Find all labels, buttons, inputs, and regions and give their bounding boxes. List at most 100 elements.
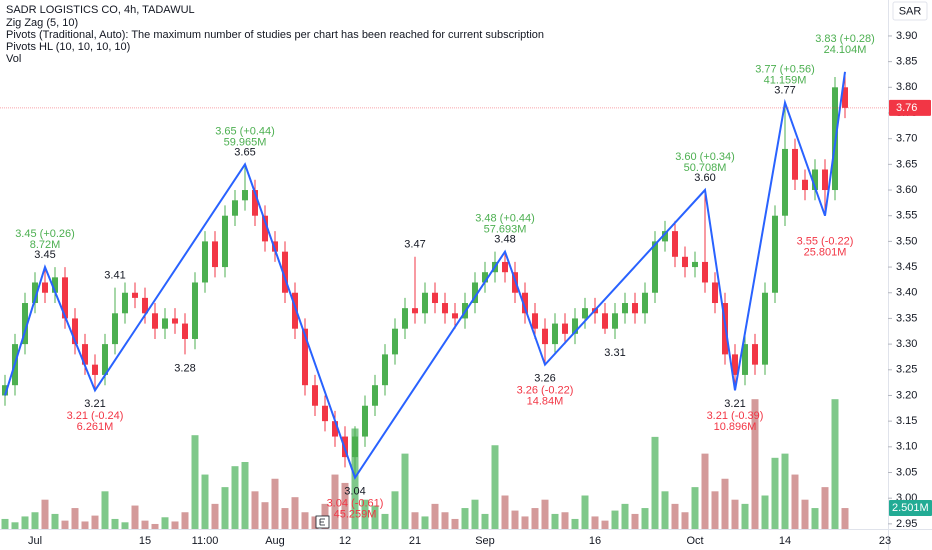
volume-bar — [191, 435, 199, 529]
y-tick-label: 3.25 — [896, 364, 917, 376]
volume-bar — [581, 495, 589, 529]
candle-body — [62, 277, 68, 319]
volume-bar — [241, 462, 249, 529]
volume-bar — [151, 523, 159, 529]
y-tick-label: 3.30 — [896, 338, 917, 350]
candle-body — [52, 277, 58, 293]
candle-body — [692, 261, 698, 268]
volume-bar — [391, 491, 399, 529]
legend: SADR LOGISTICS CO, 4h, TADAWUL Zig Zag (… — [6, 4, 544, 65]
volume-bar — [71, 508, 79, 529]
candle-body — [332, 421, 338, 437]
x-tick-label: 15 — [139, 535, 151, 547]
volume-bar — [51, 513, 59, 529]
candle-body — [212, 241, 218, 268]
y-tick-label: 3.60 — [896, 184, 917, 196]
y-tick-label: 3.15 — [896, 415, 917, 427]
volume-bar — [31, 512, 39, 529]
volume-bar — [461, 508, 469, 529]
volume-bar — [181, 512, 189, 529]
y-tick-label: 3.10 — [896, 441, 917, 453]
candle-body — [172, 318, 178, 324]
volume-bar — [11, 522, 19, 529]
volume-bar — [541, 499, 549, 529]
candle-body — [72, 318, 78, 345]
candle-body — [312, 385, 318, 406]
y-tick-label: 3.70 — [896, 133, 917, 145]
candle-body — [502, 261, 508, 273]
volume-bar — [381, 513, 389, 529]
volume-bar — [41, 499, 49, 529]
pivot-label: 3.31 — [604, 347, 625, 359]
candle-body — [682, 256, 688, 268]
indicator: Zig Zag (5, 10) — [6, 17, 78, 29]
volume-tag-label: 2.501M — [892, 502, 929, 514]
volume-bar — [431, 503, 439, 529]
zigzag-volume: 57.693M — [484, 224, 527, 236]
plot-area — [1, 71, 849, 529]
volume-bar — [811, 508, 819, 529]
volume-bar — [801, 499, 809, 529]
zigzag-label: 3.65 (+0.44) — [215, 125, 275, 137]
volume-bar — [411, 512, 419, 529]
y-tick-label: 2.95 — [896, 518, 917, 530]
volume-bar — [741, 503, 749, 529]
y-tick-label: 3.35 — [896, 312, 917, 324]
candle-body — [32, 282, 38, 304]
candle-body — [262, 215, 268, 242]
candle-body — [672, 231, 678, 257]
volume-bar — [251, 491, 259, 529]
y-tick-label: 3.85 — [896, 56, 917, 68]
candle-body — [402, 308, 408, 329]
volume-bar — [631, 513, 639, 529]
candle-body — [792, 148, 798, 180]
chart-title: SADR LOGISTICS CO, 4h, TADAWUL — [6, 4, 195, 16]
candle-body — [272, 241, 278, 252]
volume-bar — [1, 518, 9, 529]
candle-body — [632, 303, 638, 314]
volume-bar — [611, 510, 619, 529]
pivot-label: 3.77 — [774, 85, 795, 97]
candle-body — [142, 297, 148, 314]
volume-bar — [751, 399, 759, 529]
volume-bar — [481, 513, 489, 529]
candle-body — [92, 364, 98, 375]
candle-body — [552, 323, 558, 345]
zigzag-label: 3.55 (-0.22) — [797, 236, 854, 248]
volume-bar — [91, 515, 99, 529]
candle-body — [372, 385, 378, 406]
pivot-label: 3.47 — [404, 239, 425, 251]
x-tick-label: Oct — [686, 535, 703, 547]
zigzag-label: 3.04 (-0.61) — [327, 498, 384, 510]
indicator: Vol — [6, 53, 21, 65]
candle-body — [392, 328, 398, 355]
candle-body — [242, 190, 248, 201]
zigzag-volume: 8.72M — [30, 239, 61, 251]
volume-bar — [531, 508, 539, 529]
candle-body — [192, 282, 198, 339]
candle-body — [662, 231, 668, 242]
volume-bar — [621, 503, 629, 529]
volume-bar — [451, 518, 459, 529]
currency-box[interactable] — [892, 1, 928, 21]
volume-bar — [221, 487, 229, 529]
volume-bar — [81, 521, 89, 529]
volume-bar — [511, 510, 519, 529]
zigzag-volume: 59.965M — [224, 136, 267, 148]
x-tick-label: Jul — [28, 535, 42, 547]
candle-body — [182, 323, 188, 339]
volume-bar — [281, 508, 289, 529]
volume-bar — [361, 499, 369, 529]
volume-bar — [651, 436, 659, 529]
volume-bar — [61, 520, 69, 529]
x-tick-label: 14 — [779, 535, 791, 547]
y-tick-label: 3.40 — [896, 287, 917, 299]
candle-body — [22, 303, 28, 345]
candle-body — [762, 292, 768, 365]
x-tick-label: 11:00 — [192, 535, 219, 547]
candle-body — [202, 241, 208, 283]
volume-bar — [521, 516, 529, 529]
volume-bar — [831, 399, 839, 529]
volume-bar — [701, 453, 709, 529]
